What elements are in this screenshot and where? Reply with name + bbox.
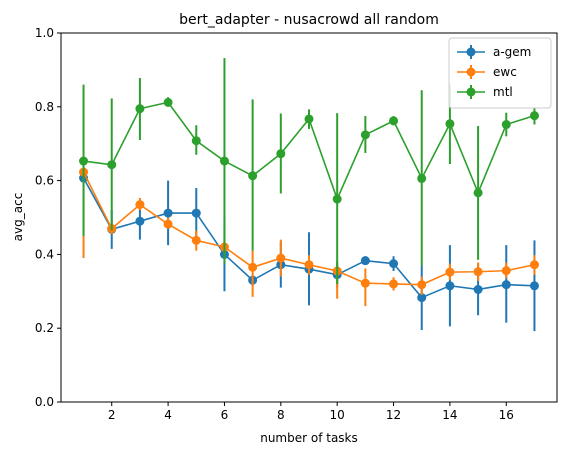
data-point-mtl xyxy=(79,156,89,166)
y-tick-label: 0.4 xyxy=(35,247,54,261)
x-tick-label: 12 xyxy=(386,408,401,422)
x-tick-label: 10 xyxy=(330,408,345,422)
legend-item-mtl: mtl xyxy=(457,85,513,99)
x-tick-label: 6 xyxy=(221,408,229,422)
y-axis: 0.0 0.2 0.4 0.6 0.8 1.0 xyxy=(35,26,61,409)
data-point-mtl xyxy=(360,130,370,140)
data-point-ewc xyxy=(389,279,399,289)
data-point-mtl xyxy=(417,173,427,183)
data-point-mtl xyxy=(163,97,173,107)
data-point-mtl xyxy=(445,119,455,129)
data-point-ewc xyxy=(529,260,539,270)
data-point-ewc xyxy=(417,280,427,290)
data-point-ewc xyxy=(248,262,258,272)
legend-label: a-gem xyxy=(493,45,531,59)
series-mtl xyxy=(79,58,539,284)
data-point-ewc xyxy=(473,267,483,277)
chart-title: bert_adapter - nusacrowd all random xyxy=(179,12,439,28)
x-tick-label: 16 xyxy=(499,408,514,422)
plot-frame xyxy=(60,32,558,403)
data-point-mtl xyxy=(529,111,539,121)
legend-label: ewc xyxy=(493,65,517,79)
data-point-mtl xyxy=(473,188,483,198)
data-point-ewc xyxy=(304,260,314,270)
x-axis-label: number of tasks xyxy=(260,431,358,445)
data-point-mtl xyxy=(332,194,342,204)
y-tick-label: 0.0 xyxy=(35,395,54,409)
legend-marker-swatch xyxy=(466,87,476,97)
y-tick-label: 0.8 xyxy=(35,100,54,114)
plot-area xyxy=(79,58,539,332)
legend-item-ewc: ewc xyxy=(457,65,517,79)
data-point-mtl xyxy=(501,120,511,130)
data-point-mtl xyxy=(107,160,117,170)
y-tick-label: 0.2 xyxy=(35,321,54,335)
y-axis-label: avg_acc xyxy=(11,193,25,242)
data-point-ewc xyxy=(501,266,511,276)
data-point-mtl xyxy=(248,171,258,181)
data-point-mtl xyxy=(389,116,399,126)
x-tick-label: 4 xyxy=(164,408,172,422)
series-ewc xyxy=(79,165,539,307)
y-tick-label: 0.6 xyxy=(35,174,54,188)
y-tick-label: 1.0 xyxy=(35,26,54,40)
data-point-a-gem xyxy=(360,256,370,266)
data-point-a-gem xyxy=(191,208,201,218)
data-point-ewc xyxy=(276,253,286,263)
data-point-a-gem xyxy=(501,280,511,290)
x-axis: 2 4 6 8 10 12 14 16 xyxy=(108,402,514,422)
legend-item-a-gem: a-gem xyxy=(457,45,531,59)
x-tick-label: 8 xyxy=(277,408,285,422)
x-tick-label: 2 xyxy=(108,408,116,422)
data-point-a-gem xyxy=(389,259,399,269)
data-point-mtl xyxy=(135,104,145,114)
data-point-ewc xyxy=(445,267,455,277)
data-point-ewc xyxy=(135,200,145,210)
data-point-mtl xyxy=(304,114,314,124)
data-point-ewc xyxy=(360,278,370,288)
data-point-mtl xyxy=(276,149,286,159)
data-point-a-gem xyxy=(135,216,145,226)
data-point-ewc xyxy=(191,235,201,245)
legend: a-gem ewc mtl xyxy=(448,37,552,109)
data-point-ewc xyxy=(163,219,173,229)
data-point-a-gem xyxy=(445,281,455,291)
data-point-mtl xyxy=(219,156,229,166)
legend-marker-swatch xyxy=(466,47,476,57)
data-point-mtl xyxy=(191,136,201,146)
data-point-a-gem xyxy=(163,208,173,218)
data-point-a-gem xyxy=(529,281,539,291)
data-point-a-gem xyxy=(473,284,483,294)
x-tick-label: 14 xyxy=(442,408,457,422)
legend-marker-swatch xyxy=(466,67,476,77)
legend-label: mtl xyxy=(493,85,513,99)
data-point-a-gem xyxy=(417,293,427,303)
